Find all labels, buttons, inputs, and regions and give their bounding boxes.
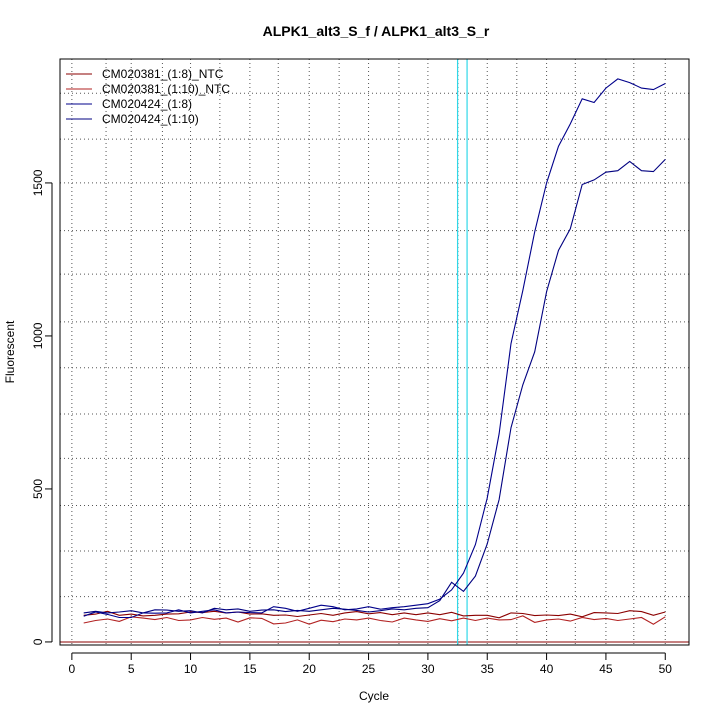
- x-tick-label-5: 25: [362, 662, 376, 676]
- series-line-4: [83, 159, 666, 614]
- x-tick-label-3: 15: [243, 662, 257, 676]
- x-axis-label: Cycle: [359, 689, 389, 703]
- legend-label-1: CM020381_(1:8)_NTC: [102, 67, 224, 81]
- x-tick-label-10: 50: [659, 662, 673, 676]
- plot-frame: [59, 58, 690, 646]
- x-tick-label-9: 45: [599, 662, 613, 676]
- series-line-2: [83, 615, 666, 625]
- legend-label-4: CM020424_(1:10): [102, 112, 199, 126]
- threshold-layer: [456, 59, 468, 645]
- y-tick-label-2: 1000: [31, 322, 45, 349]
- x-tick-label-1: 5: [128, 662, 135, 676]
- legend-label-2: CM020381_(1:10)_NTC: [102, 82, 230, 96]
- legend-label-3: CM020424_(1:8): [102, 97, 192, 111]
- series-layer: [83, 78, 666, 625]
- x-tick-label-6: 30: [421, 662, 435, 676]
- y-tick-label-1: 500: [31, 479, 45, 499]
- x-tick-label-0: 0: [69, 662, 76, 676]
- x-tick-label-2: 10: [184, 662, 198, 676]
- series-line-3: [83, 78, 666, 619]
- x-axis: 0 5 10 15 20 25 30 35 40 45 50: [69, 652, 673, 676]
- y-axis-label: Fluorescent: [3, 320, 17, 383]
- y-axis: 0 500 1000 1500: [31, 169, 53, 645]
- x-tick-label-8: 40: [540, 662, 554, 676]
- chart-title: ALPK1_alt3_S_f / ALPK1_alt3_S_r: [263, 23, 490, 39]
- legend: CM020381_(1:8)_NTCCM020381_(1:10)_NTCCM0…: [66, 67, 230, 126]
- x-tick-label-7: 35: [481, 662, 495, 676]
- y-tick-label-0: 0: [31, 638, 45, 645]
- series-line-1: [83, 610, 666, 619]
- x-tick-label-4: 20: [303, 662, 317, 676]
- y-tick-label-3: 1500: [31, 169, 45, 196]
